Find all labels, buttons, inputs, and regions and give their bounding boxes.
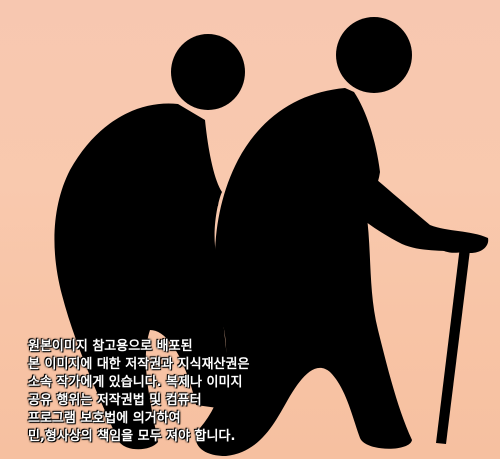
walking-cane: [436, 238, 470, 444]
left-elderly-figure: [54, 34, 245, 450]
right-elderly-figure: [195, 17, 489, 456]
left-figure-arm: [140, 150, 219, 208]
caption-line: 소속 작가에게 있습니다. 복제나 이미지: [28, 375, 243, 390]
left-figure-head: [171, 34, 245, 110]
copyright-caption: 원본이미지 참고용으로 배포된 본 이미지에 대한 저작권과 지식재산권은 소속…: [28, 338, 328, 446]
right-figure-head: [336, 17, 412, 93]
caption-line: 공유 행위는 저작권법 및 컴퓨터: [28, 393, 202, 408]
caption-line: 원본이미지 참고용으로 배포된: [28, 339, 193, 354]
caption-line: 프로그램 보호법에 의거하여: [28, 411, 181, 426]
caption-line: 본 이미지에 대한 저작권과 지식재산권은: [28, 357, 250, 372]
caption-line: 민,형사상의 책임을 모두 져야 합니다.: [28, 429, 236, 444]
right-figure-arm: [326, 140, 489, 254]
